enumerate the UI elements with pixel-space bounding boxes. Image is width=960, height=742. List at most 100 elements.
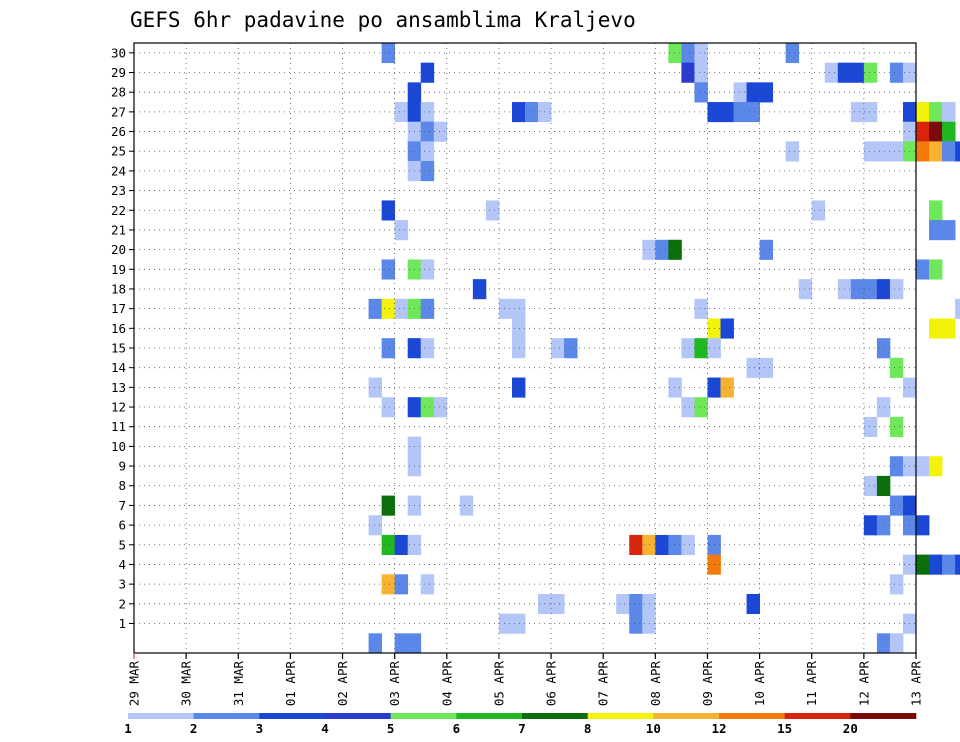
legend-label: 10 (646, 721, 661, 736)
heatmap-cell (929, 141, 943, 162)
legend-swatch (193, 713, 260, 719)
chart-title: GEFS 6hr padavine po ansamblima Kraljevo (130, 8, 636, 32)
heatmap-cell (420, 141, 435, 162)
heatmap-cell (525, 102, 539, 123)
x-tick-label: 04 APR (439, 661, 454, 707)
heatmap-cell (916, 554, 930, 575)
heatmap-cell (863, 141, 878, 162)
legend-label: 5 (387, 721, 395, 736)
heatmap-cell (942, 141, 956, 162)
heatmap-cell (785, 43, 800, 64)
heatmap-cell (420, 161, 435, 182)
heatmap-cell (916, 259, 930, 280)
heatmap-cell (498, 613, 513, 634)
heatmap-cell (759, 239, 774, 260)
heatmap-cell (433, 397, 448, 418)
heatmap-cell (720, 377, 734, 398)
y-tick-label: 30 (111, 45, 126, 60)
heatmap-cell (681, 397, 695, 418)
heatmap-cell (929, 456, 943, 477)
y-tick-label: 9 (118, 459, 126, 474)
legend-swatch (128, 713, 194, 719)
heatmap-cell (889, 574, 904, 595)
heatmap-cell (720, 102, 734, 123)
heatmap-cell (746, 357, 760, 378)
heatmap-cell (655, 534, 669, 556)
heatmap-cell (876, 515, 891, 536)
heatmap-cell (681, 534, 695, 556)
heatmap-cell (942, 318, 956, 339)
heatmap-cell (394, 574, 409, 595)
heatmap-cell (694, 298, 708, 319)
heatmap-cell (381, 534, 396, 556)
heatmap-cell (850, 62, 865, 83)
heatmap-cell (381, 298, 396, 319)
heatmap-cell (394, 220, 409, 241)
heatmap-cell (955, 141, 960, 162)
y-tick-label: 21 (111, 222, 126, 237)
x-tick-label: 31 MAR (231, 661, 246, 707)
heatmap-cell (394, 633, 409, 654)
legend-swatch (522, 713, 588, 719)
heatmap-cell (929, 121, 943, 142)
heatmap-cell (420, 62, 435, 83)
legend-swatch (259, 713, 326, 719)
y-tick-label: 14 (111, 360, 126, 375)
heatmap-cell (863, 102, 878, 123)
heatmap-cell (551, 593, 565, 615)
heatmap-cell (916, 102, 930, 123)
heatmap-cell (824, 62, 839, 83)
heatmap-cell (511, 377, 526, 398)
heatmap-cell (668, 377, 682, 398)
heatmap-cell (694, 397, 708, 418)
legend-swatch (653, 713, 720, 719)
x-tick-label: 05 APR (491, 661, 506, 707)
heatmap-cell (420, 259, 435, 280)
heatmap-cell (955, 298, 960, 319)
x-tick-label: 30 MAR (179, 661, 194, 707)
heatmap-cell (863, 475, 878, 496)
heatmap-cell (929, 554, 943, 575)
heatmap-cell (394, 534, 409, 556)
heatmap-cell (759, 357, 774, 378)
x-tick-label: 11 APR (804, 661, 819, 707)
y-tick-label: 8 (118, 478, 126, 493)
heatmap-cell (485, 200, 500, 221)
heatmap-cell (916, 141, 930, 162)
x-tick-label: 12 APR (856, 661, 871, 707)
legend-label: 3 (256, 721, 264, 736)
heatmap-cell (876, 141, 891, 162)
heatmap-cell (746, 102, 760, 123)
heatmap-cell (863, 62, 878, 83)
x-tick-label: 06 APR (544, 661, 559, 707)
heatmap-cell (511, 338, 526, 359)
heatmap-cell (629, 613, 643, 634)
heatmap-cell (889, 279, 904, 300)
y-tick-label: 16 (111, 321, 126, 336)
heatmap-cell (929, 259, 943, 280)
legend-label: 12 (711, 721, 726, 736)
heatmap-cell (381, 495, 396, 516)
heatmap-cell (681, 338, 695, 359)
heatmap-cell (863, 416, 878, 437)
heatmap-cell (381, 200, 396, 221)
legend-label: 4 (321, 721, 329, 736)
color-legend: 1 2 3 4 5 6 7 8 10 12 15 20 (124, 713, 917, 736)
heatmap-cell (876, 475, 891, 496)
y-tick-label: 1 (118, 616, 126, 631)
legend-swatch (719, 713, 785, 719)
legend-swatch (850, 713, 917, 719)
heatmap-cell (420, 298, 435, 319)
heatmap-cell (694, 43, 708, 64)
heatmap-cell (929, 102, 943, 123)
heatmap-cell (629, 534, 643, 556)
heatmap-cell (733, 102, 747, 123)
heatmap-cell (459, 495, 474, 516)
heatmap-cell (420, 397, 435, 418)
heatmap-cell (433, 121, 448, 142)
y-tick-label: 19 (111, 262, 126, 277)
y-tick-label: 23 (111, 183, 126, 198)
heatmap-cell (420, 338, 435, 359)
heatmap-cell (942, 554, 956, 575)
y-tick-label: 15 (111, 341, 126, 356)
